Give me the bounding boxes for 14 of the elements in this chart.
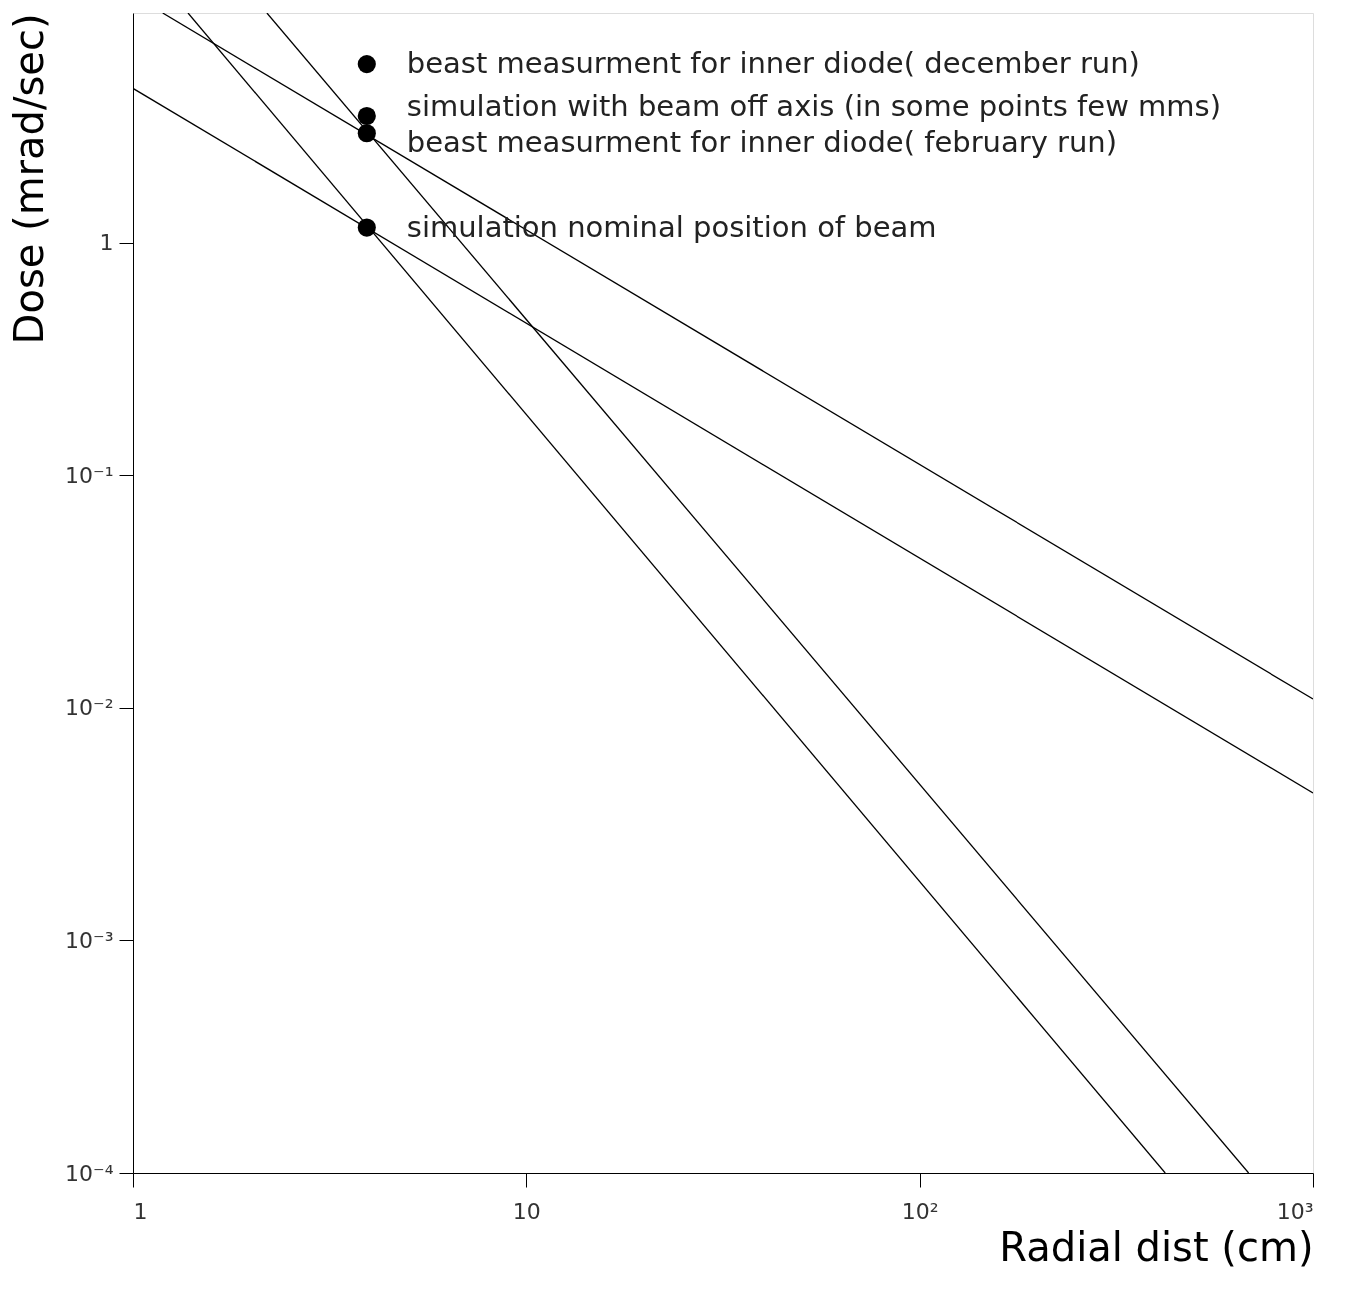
y-axis-title: Dose (mrad/sec) — [6, 13, 53, 345]
y-tick-label: 10⁻⁴ — [65, 1160, 114, 1186]
y-tick-label: 1 — [99, 230, 114, 256]
series-label: simulation with beam off axis (in some points few mms) — [406, 88, 1222, 123]
y-tick-label: 10⁻¹ — [65, 462, 114, 488]
x-tick-label: 1 — [133, 1198, 148, 1224]
series-label: beast measurment for inner diode( december run) — [406, 46, 1140, 81]
y-tick-label: 10⁻² — [65, 695, 114, 721]
x-tick-label: 10² — [901, 1198, 939, 1224]
y-tick-label: 10⁻³ — [65, 927, 114, 953]
series-label: beast measurment for inner diode( february run) — [406, 124, 1118, 159]
x-tick-label: 10³ — [1276, 1198, 1314, 1224]
x-tick-label: 10 — [512, 1198, 541, 1224]
x-axis-title: Radial dist (cm) — [999, 1223, 1314, 1270]
